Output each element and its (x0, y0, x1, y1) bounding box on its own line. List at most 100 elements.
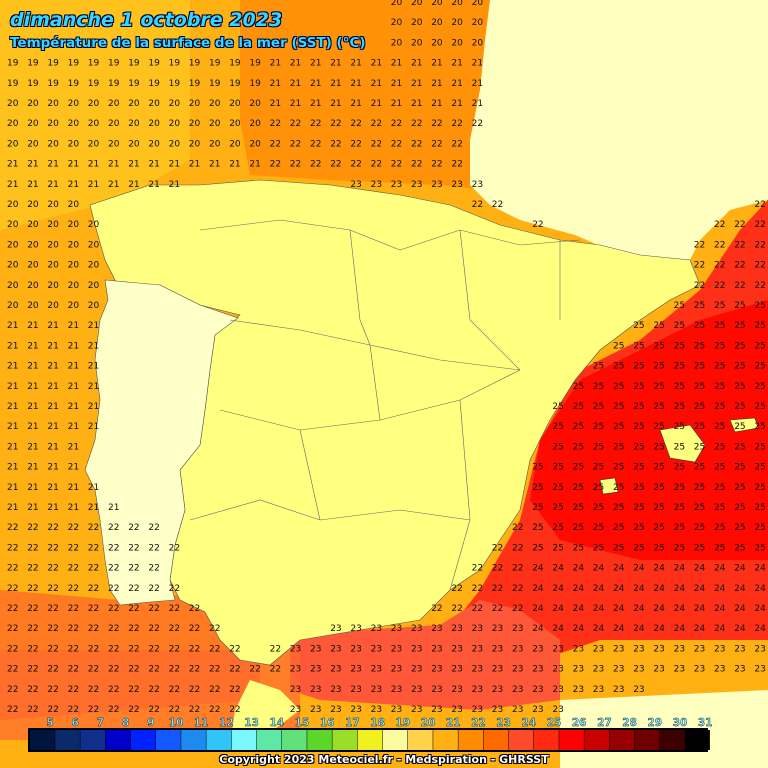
grid-temperature-value: 24 (714, 604, 726, 614)
grid-temperature-value: 24 (573, 604, 585, 614)
sea-mediterranean-hot (530, 300, 768, 560)
grid-temperature-value: 23 (714, 665, 725, 675)
grid-temperature-value: 20 (209, 99, 221, 109)
grid-temperature-value: 25 (754, 362, 765, 372)
grid-temperature-value: 25 (714, 422, 725, 432)
grid-temperature-value: 21 (472, 79, 483, 89)
legend-swatch (231, 730, 257, 750)
grid-temperature-value: 20 (47, 281, 59, 291)
grid-temperature-value: 24 (674, 584, 686, 594)
grid-temperature-value: 25 (593, 382, 604, 392)
grid-temperature-value: 25 (674, 341, 685, 351)
grid-temperature-value: 24 (593, 624, 605, 634)
grid-temperature-value: 20 (88, 240, 100, 250)
grid-temperature-value: 22 (47, 523, 58, 533)
grid-temperature-value: 25 (573, 483, 584, 493)
grid-temperature-value: 25 (653, 463, 664, 473)
grid-temperature-value: 22 (411, 160, 422, 170)
grid-temperature-value: 19 (148, 59, 160, 69)
grid-temperature-value: 25 (552, 442, 563, 452)
grid-temperature-value: 22 (512, 523, 523, 533)
grid-temperature-value: 25 (573, 523, 584, 533)
legend-swatch (256, 730, 282, 750)
grid-temperature-value: 23 (411, 180, 422, 190)
legend-tick-label: 30 (673, 717, 688, 729)
grid-temperature-value: 23 (734, 665, 745, 675)
grid-temperature-value: 25 (532, 543, 543, 553)
grid-temperature-value: 25 (633, 382, 644, 392)
grid-temperature-value: 22 (330, 160, 341, 170)
grid-temperature-value: 19 (7, 59, 19, 69)
grid-temperature-value: 22 (27, 624, 38, 634)
grid-temperature-value: 22 (290, 160, 301, 170)
land-mallorca (659, 424, 706, 463)
grid-temperature-value: 23 (492, 705, 503, 715)
grid-temperature-value: 25 (653, 341, 664, 351)
grid-temperature-value: 21 (68, 382, 79, 392)
temperature-grid: 20 20 20 20 20 20 20 20 20 20 20 20 20 20 20 19 19 19 19 19… (7, 0, 766, 715)
map-subtitle: Température de la surface de la mer (SST… (10, 35, 366, 51)
legend-tick-label: 27 (597, 717, 612, 729)
legend-swatch (634, 730, 660, 750)
grid-temperature-value: 22 (290, 139, 301, 149)
grid-temperature-value: 25 (754, 422, 765, 432)
grid-temperature-value: 22 (189, 624, 200, 634)
grid-temperature-value: 23 (451, 665, 462, 675)
sea-south-west (0, 650, 300, 740)
grid-temperature-value: 21 (27, 402, 38, 412)
grid-temperature-value: 21 (169, 160, 180, 170)
grid-temperature-value: 21 (128, 160, 139, 170)
legend-tick-label: 13 (244, 717, 259, 729)
grid-temperature-value: 22 (189, 644, 200, 654)
grid-temperature-value: 23 (472, 705, 483, 715)
grid-temperature-value: 25 (653, 483, 664, 493)
grid-temperature-value: 22 (88, 665, 99, 675)
grid-temperature-value: 24 (633, 624, 645, 634)
grid-temperature-value: 25 (633, 543, 644, 553)
grid-temperature-value: 23 (451, 624, 462, 634)
grid-temperature-value: 22 (189, 665, 200, 675)
land-ibiza (599, 477, 619, 495)
grid-temperature-value: 22 (411, 139, 422, 149)
grid-temperature-value: 24 (734, 584, 746, 594)
grid-temperature-value: 22 (7, 665, 18, 675)
grid-temperature-value: 24 (653, 624, 665, 634)
grid-temperature-value: 20 (47, 220, 59, 230)
grid-temperature-value: 20 (431, 38, 443, 48)
grid-temperature-value: 23 (411, 705, 422, 715)
grid-temperature-value: 25 (573, 463, 584, 473)
grid-temperature-value: 25 (653, 523, 664, 533)
grid-temperature-value: 21 (47, 362, 58, 372)
grid-temperature-value: 22 (108, 705, 119, 715)
grid-temperature-value: 25 (734, 321, 745, 331)
grid-temperature-value: 20 (27, 220, 39, 230)
grid-temperature-value: 25 (734, 543, 745, 553)
grid-temperature-value: 20 (68, 281, 80, 291)
grid-temperature-value: 22 (512, 604, 523, 614)
grid-temperature-value: 20 (472, 0, 484, 8)
grid-temperature-value: 22 (68, 644, 79, 654)
grid-temperature-value: 25 (653, 503, 664, 513)
grid-temperature-value: 20 (108, 119, 120, 129)
grid-temperature-value: 22 (7, 543, 18, 553)
grid-temperature-value: 21 (371, 59, 382, 69)
map-title: dimanche 1 octobre 2023 (10, 9, 283, 31)
grid-temperature-value: 21 (68, 362, 79, 372)
grid-temperature-value: 22 (148, 624, 159, 634)
grid-temperature-value: 21 (7, 180, 18, 190)
grid-temperature-value: 22 (451, 160, 462, 170)
grid-temperature-value: 20 (88, 119, 100, 129)
grid-temperature-value: 22 (68, 543, 79, 553)
grid-temperature-value: 20 (47, 139, 59, 149)
grid-temperature-value: 24 (674, 604, 686, 614)
grid-temperature-value: 21 (88, 160, 99, 170)
grid-temperature-value: 20 (68, 220, 80, 230)
grid-temperature-value: 21 (310, 99, 321, 109)
grid-temperature-value: 21 (27, 382, 38, 392)
grid-temperature-value: 21 (27, 483, 38, 493)
grid-temperature-value: 22 (310, 160, 321, 170)
grid-temperature-value: 21 (451, 59, 462, 69)
grid-temperature-value: 23 (411, 644, 422, 654)
grid-temperature-value: 25 (694, 422, 705, 432)
